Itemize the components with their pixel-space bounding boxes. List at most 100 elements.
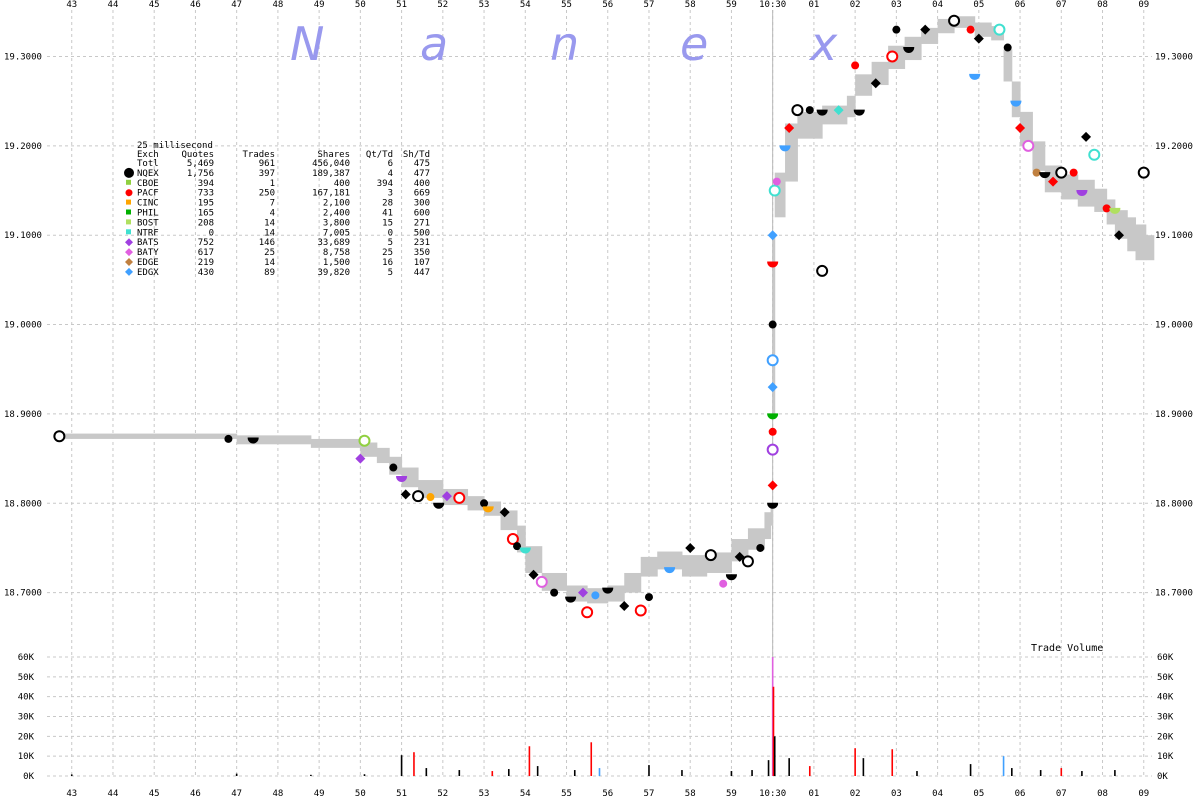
legend-cell: 14 [264,258,275,268]
quote-marker [247,437,259,444]
quote-marker [400,489,411,500]
legend-cell: 208 [198,218,214,228]
quote-marker [779,145,791,152]
quote-marker [519,547,531,554]
nbbo-band-segment [525,546,543,573]
legend-cell: EDGE [137,258,159,268]
legend-cell: 189,387 [312,169,350,179]
legend-cell: 7,005 [323,228,350,238]
grid-lines [47,10,1152,777]
nbbo-band-segment [846,95,856,118]
volume-tick-label: 20K [18,732,35,742]
quote-marker [767,230,778,241]
legend-cell: 8,758 [323,248,350,258]
x-tick-label: 55 [561,789,572,799]
x-tick-label: 49 [314,789,325,799]
volume-bar [862,758,865,776]
y-tick-label: 18.8000 [4,499,42,509]
legend-cell: 41 [382,209,393,219]
legend-cell: 0 [209,228,214,238]
quote-marker [578,587,589,598]
x-axis-bottom: 43 44 45 46 47 48 49 50 51 52 53 54 55 56 57 58 59 10:30 0… [66,789,1149,799]
volume-bar [363,774,366,776]
legend-title: 25 millisecond [137,141,213,151]
nbbo-band-segment [467,496,485,511]
nbbo-band-segment [228,433,238,439]
y-tick-label: 19.2000 [1155,142,1193,152]
quote-marker [704,549,717,562]
quote-marker [1069,168,1078,177]
quote-marker [1109,207,1121,214]
quote-marker [816,109,828,116]
quote-marker [772,177,781,186]
legend-cell: 195 [198,199,214,209]
y-axis-price: 18.7000 18.7000 18.8000 18.8000 18.9000 18.90… [4,52,1193,598]
x-tick-label: 07 [1056,0,1067,10]
quote-marker [725,574,737,581]
legend-cell: 617 [198,248,214,258]
legend-cell: NQEX [137,169,159,179]
quote-marker [634,604,647,617]
quote-marker [767,382,778,393]
x-tick-label: 02 [850,0,861,10]
legend-cell: 5,469 [187,159,214,169]
nbbo-band-segment [774,172,786,218]
volume-bar [916,771,918,776]
x-tick-label: 51 [396,789,407,799]
quote-marker [966,25,975,34]
x-tick-label: 09 [1138,789,1149,799]
quote-marker [499,507,510,518]
legend-cell: 25 [382,248,393,258]
legend-cell: 733 [198,189,214,199]
x-tick-label: 46 [190,0,201,10]
y-tick-label: 19.0000 [1155,321,1193,331]
x-tick-label: 56 [602,0,613,10]
legend-cell: 167,181 [312,189,350,199]
quote-marker [664,567,676,574]
x-tick-label: 58 [685,0,696,10]
legend-cell: 1,756 [187,169,214,179]
volume-bar [1039,770,1042,776]
watermark-letter: e [680,17,708,71]
x-tick-label: 48 [272,0,283,10]
legend-cell: 250 [259,189,275,199]
nbbo-band-segment [974,22,992,37]
volume-bar [528,746,531,776]
legend-header: Sh/Td [403,150,430,160]
legend-cell: 89 [264,268,275,278]
quote-marker [1015,122,1026,133]
legend-cell: 961 [259,159,275,169]
volume-bar [413,752,415,776]
x-tick-label: 06 [1015,0,1026,10]
volume-bar [681,770,683,776]
x-tick-label: 03 [891,0,902,10]
volume-bar [1011,768,1013,776]
y-tick-label: 18.9000 [4,410,42,420]
quote-marker [591,591,600,600]
y-tick-label: 19.3000 [4,52,42,62]
legend-cell: 0 [388,228,393,238]
legend-cell: 33,689 [317,238,350,248]
legend-cell: 600 [414,209,430,219]
quote-marker [396,475,408,482]
legend-cell: 16 [382,258,393,268]
volume-bar [1060,768,1063,776]
quote-marker [482,506,494,513]
y-tick-label: 19.0000 [4,321,42,331]
watermark-letter: n [550,17,579,71]
quote-marker [767,502,779,509]
legend-cell: EDGX [137,268,159,278]
volume-bar [310,774,312,776]
quote-marker [920,24,931,35]
y-tick-label: 19.2000 [4,142,42,152]
x-tick-label: 54 [520,0,531,10]
volume-bar [854,748,856,776]
legend-cell: 500 [414,228,430,238]
volume-bar [598,768,601,776]
legend-cell: 456,040 [312,159,350,169]
nbbo-band-segment [785,123,798,182]
quote-marker [602,587,614,594]
nbbo-band-segment [1032,141,1046,171]
volume-bar [730,771,733,776]
legend-swatch [126,209,131,215]
